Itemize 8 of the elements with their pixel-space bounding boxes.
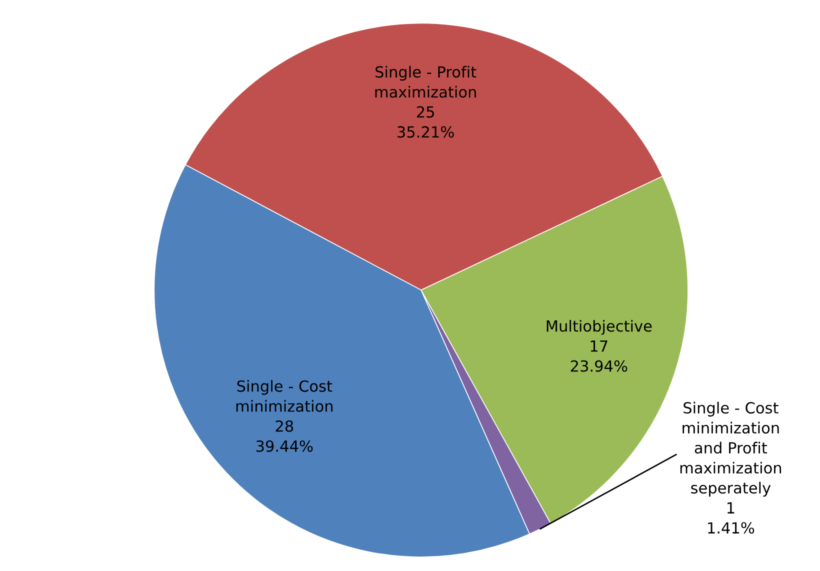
slice-label: Single - Profit maximization [375,66,476,98]
slice-label: Multiobjective [546,320,652,335]
data-label: 17 23.94% [570,340,628,372]
data-label: 28 39.44% [256,420,313,452]
slice-label: Single - Cost minimization and Profit maximization seperately [680,402,782,497]
slice-label: Single - Cost minimization [236,380,333,412]
data-label: 25 35.21% [398,106,454,138]
data-label: 1 1.41% [708,502,754,534]
